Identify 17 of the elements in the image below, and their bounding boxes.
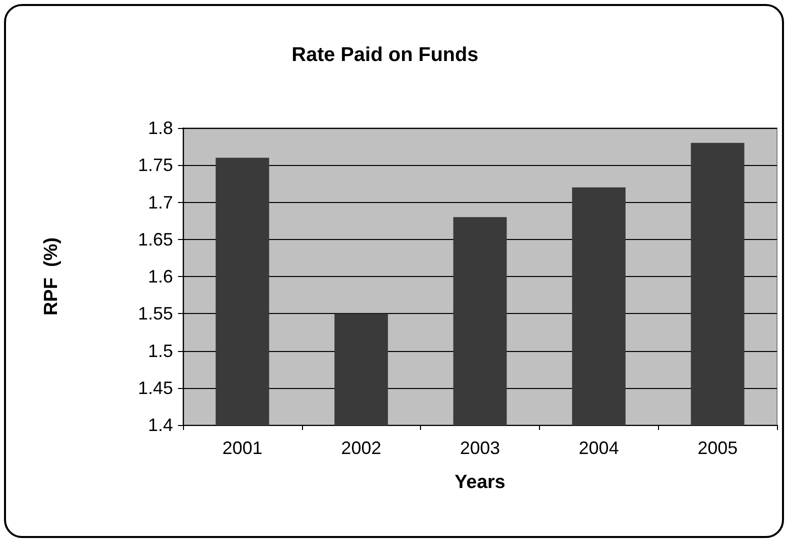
y-tick-label: 1.7 (148, 192, 173, 212)
y-tick-label: 1.8 (148, 118, 173, 138)
x-axis-title: Years (454, 472, 506, 493)
y-tick-label: 1.55 (138, 304, 173, 324)
y-axis-title: RPF (%) (41, 237, 62, 316)
x-tick-label: 2004 (578, 438, 619, 458)
chart-title: Rate Paid on Funds (292, 44, 478, 66)
y-tick-label: 1.45 (138, 378, 173, 398)
x-tick-label: 2003 (460, 438, 500, 458)
y-tick-label: 1.75 (138, 155, 173, 176)
x-tick-label: 2005 (698, 438, 738, 458)
y-tick-label: 1.65 (138, 229, 173, 250)
y-tick-label: 1.6 (148, 266, 173, 286)
y-tick-label: 1.5 (148, 340, 173, 361)
y-tick-label: 1.4 (148, 415, 173, 435)
x-tick-label: 2001 (222, 438, 262, 458)
x-tick-label: 2002 (341, 438, 382, 458)
